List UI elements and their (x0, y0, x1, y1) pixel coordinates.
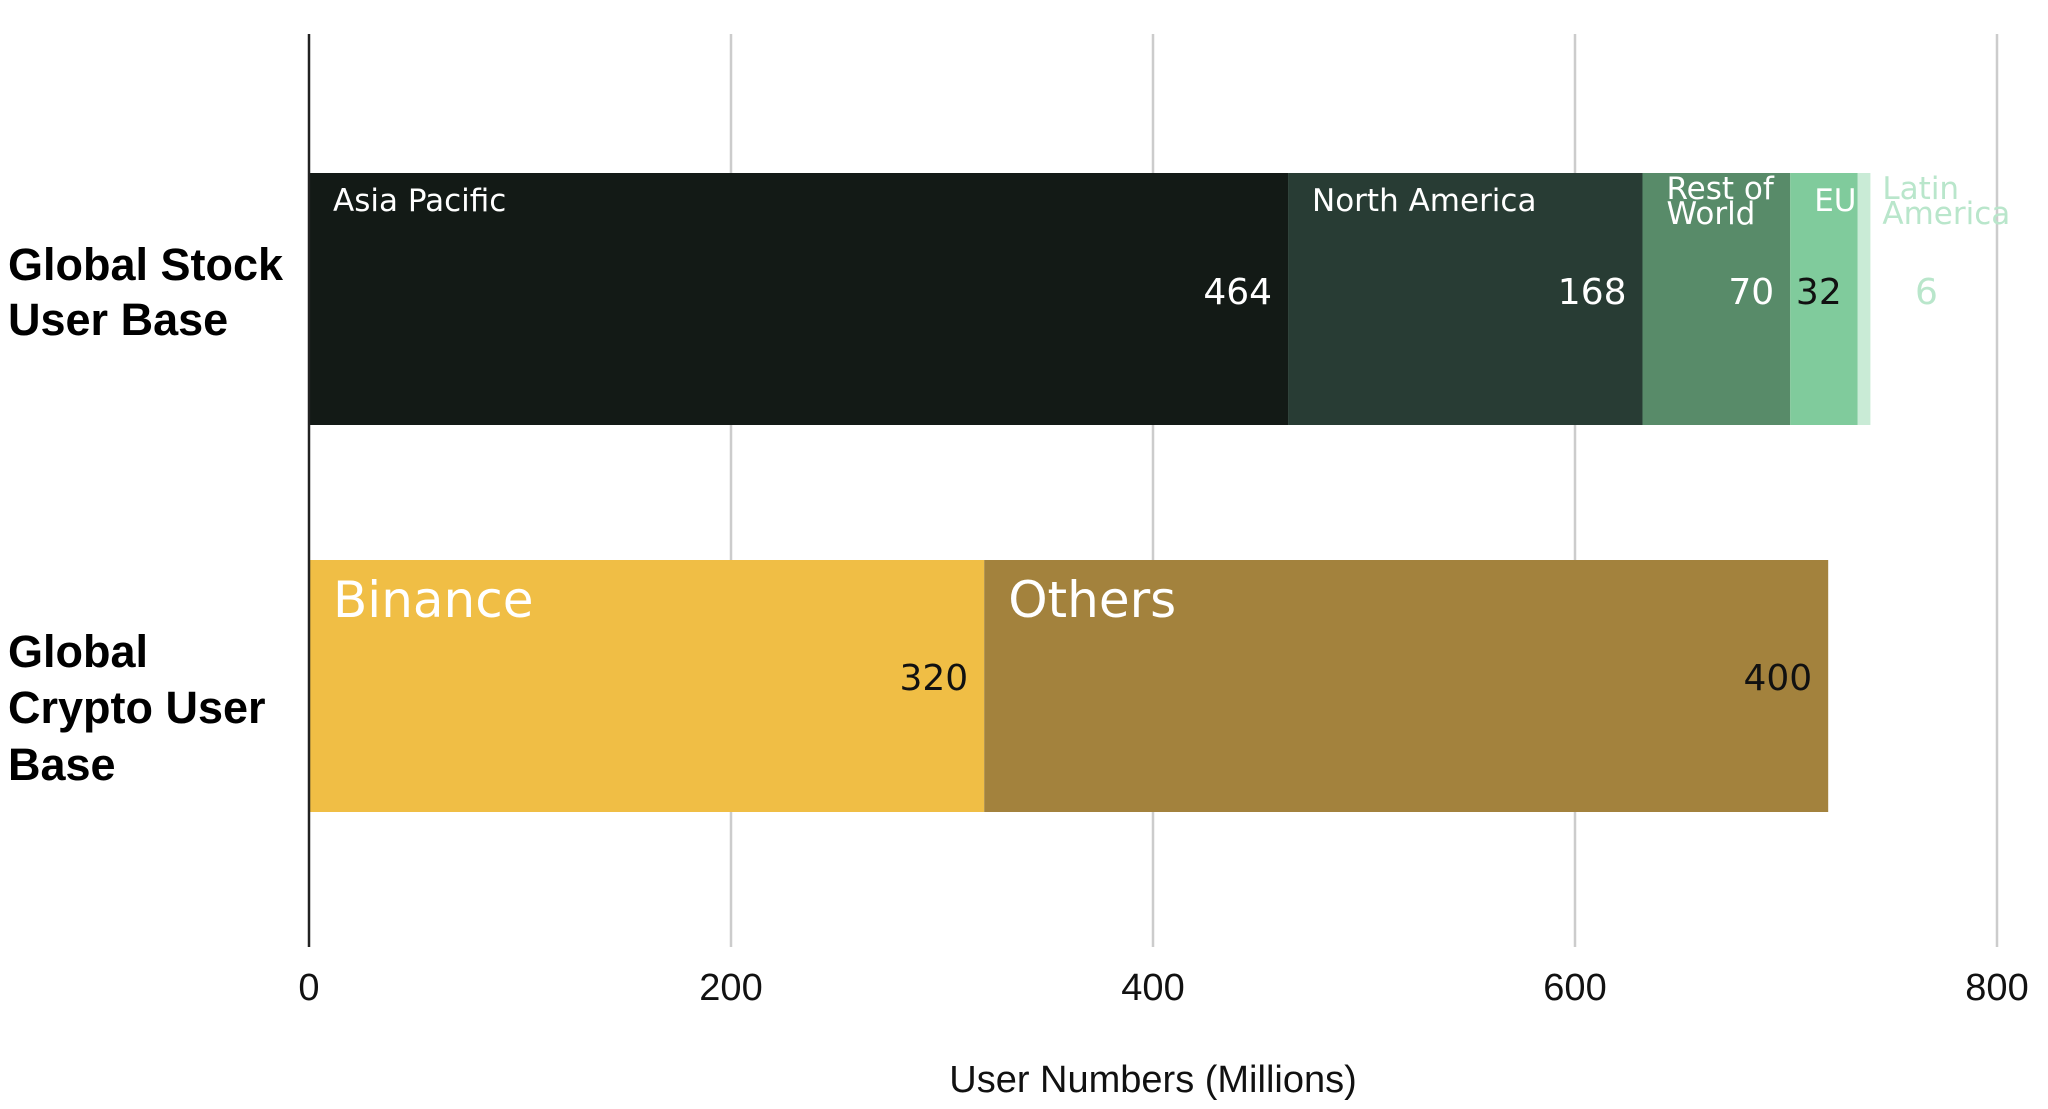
x-tick-label-600: 600 (1543, 967, 1606, 1009)
segment-value-global-stock-user-base-asia-pacific: 464 (1203, 272, 1272, 313)
x-axis-ticks: 0 200 400 600 800 (298, 967, 2028, 1009)
segment-name-global-stock-user-base-asia-pacific: Asia Pacific (333, 183, 506, 219)
segment-value-global-crypto-user-base-binance: 320 (899, 658, 968, 699)
segment-name-global-crypto-user-base-others: Others (1008, 571, 1176, 629)
segment-name-global-stock-user-base-rest-of-world: Rest of World (1667, 171, 1775, 232)
bar-segment-global-stock-user-base-rest-of-world (1642, 173, 1791, 425)
segment-name-global-stock-user-base-north-america: North America (1312, 183, 1536, 219)
segment-name-global-stock-user-base-eu: EU (1814, 183, 1856, 219)
x-tick-label-0: 0 (298, 967, 319, 1009)
bars (309, 173, 1871, 812)
segment-name-global-stock-user-base-latin-america: Latin America (1882, 171, 2010, 232)
bar-segment-global-crypto-user-base-binance (309, 560, 985, 812)
segment-labels: Asia Pacific 464 North America 168 Rest of Wo… (333, 171, 2010, 699)
category-label-global-crypto-user-base: Global Crypto User Base (8, 626, 266, 790)
segment-value-global-stock-user-base-eu: 32 (1796, 272, 1842, 313)
segment-value-global-stock-user-base-north-america: 168 (1558, 272, 1627, 313)
segment-value-global-stock-user-base-rest-of-world: 70 (1728, 272, 1774, 313)
segment-value-global-crypto-user-base-others: 400 (1743, 658, 1812, 699)
x-tick-label-800: 800 (1965, 967, 2028, 1009)
segment-value-global-stock-user-base-latin-america: 6 (1915, 272, 1938, 313)
bar-segment-global-stock-user-base-north-america (1288, 173, 1643, 425)
segment-name-global-crypto-user-base-binance: Binance (333, 571, 533, 629)
bar-segment-global-stock-user-base-asia-pacific (309, 173, 1289, 425)
category-label-global-stock-user-base: Global Stock User Base (8, 239, 284, 345)
bar-segment-global-crypto-user-base-others (984, 560, 1829, 812)
category-labels: Global Stock User Base Global Crypto User Ba… (8, 239, 284, 790)
x-axis-title: User Numbers (Millions) (949, 1059, 1357, 1101)
x-tick-label-400: 400 (1121, 967, 1184, 1009)
bar-segment-global-stock-user-base-latin-america (1857, 173, 1871, 425)
bar-segment-global-stock-user-base-eu (1790, 173, 1858, 425)
x-tick-label-200: 200 (699, 967, 762, 1009)
